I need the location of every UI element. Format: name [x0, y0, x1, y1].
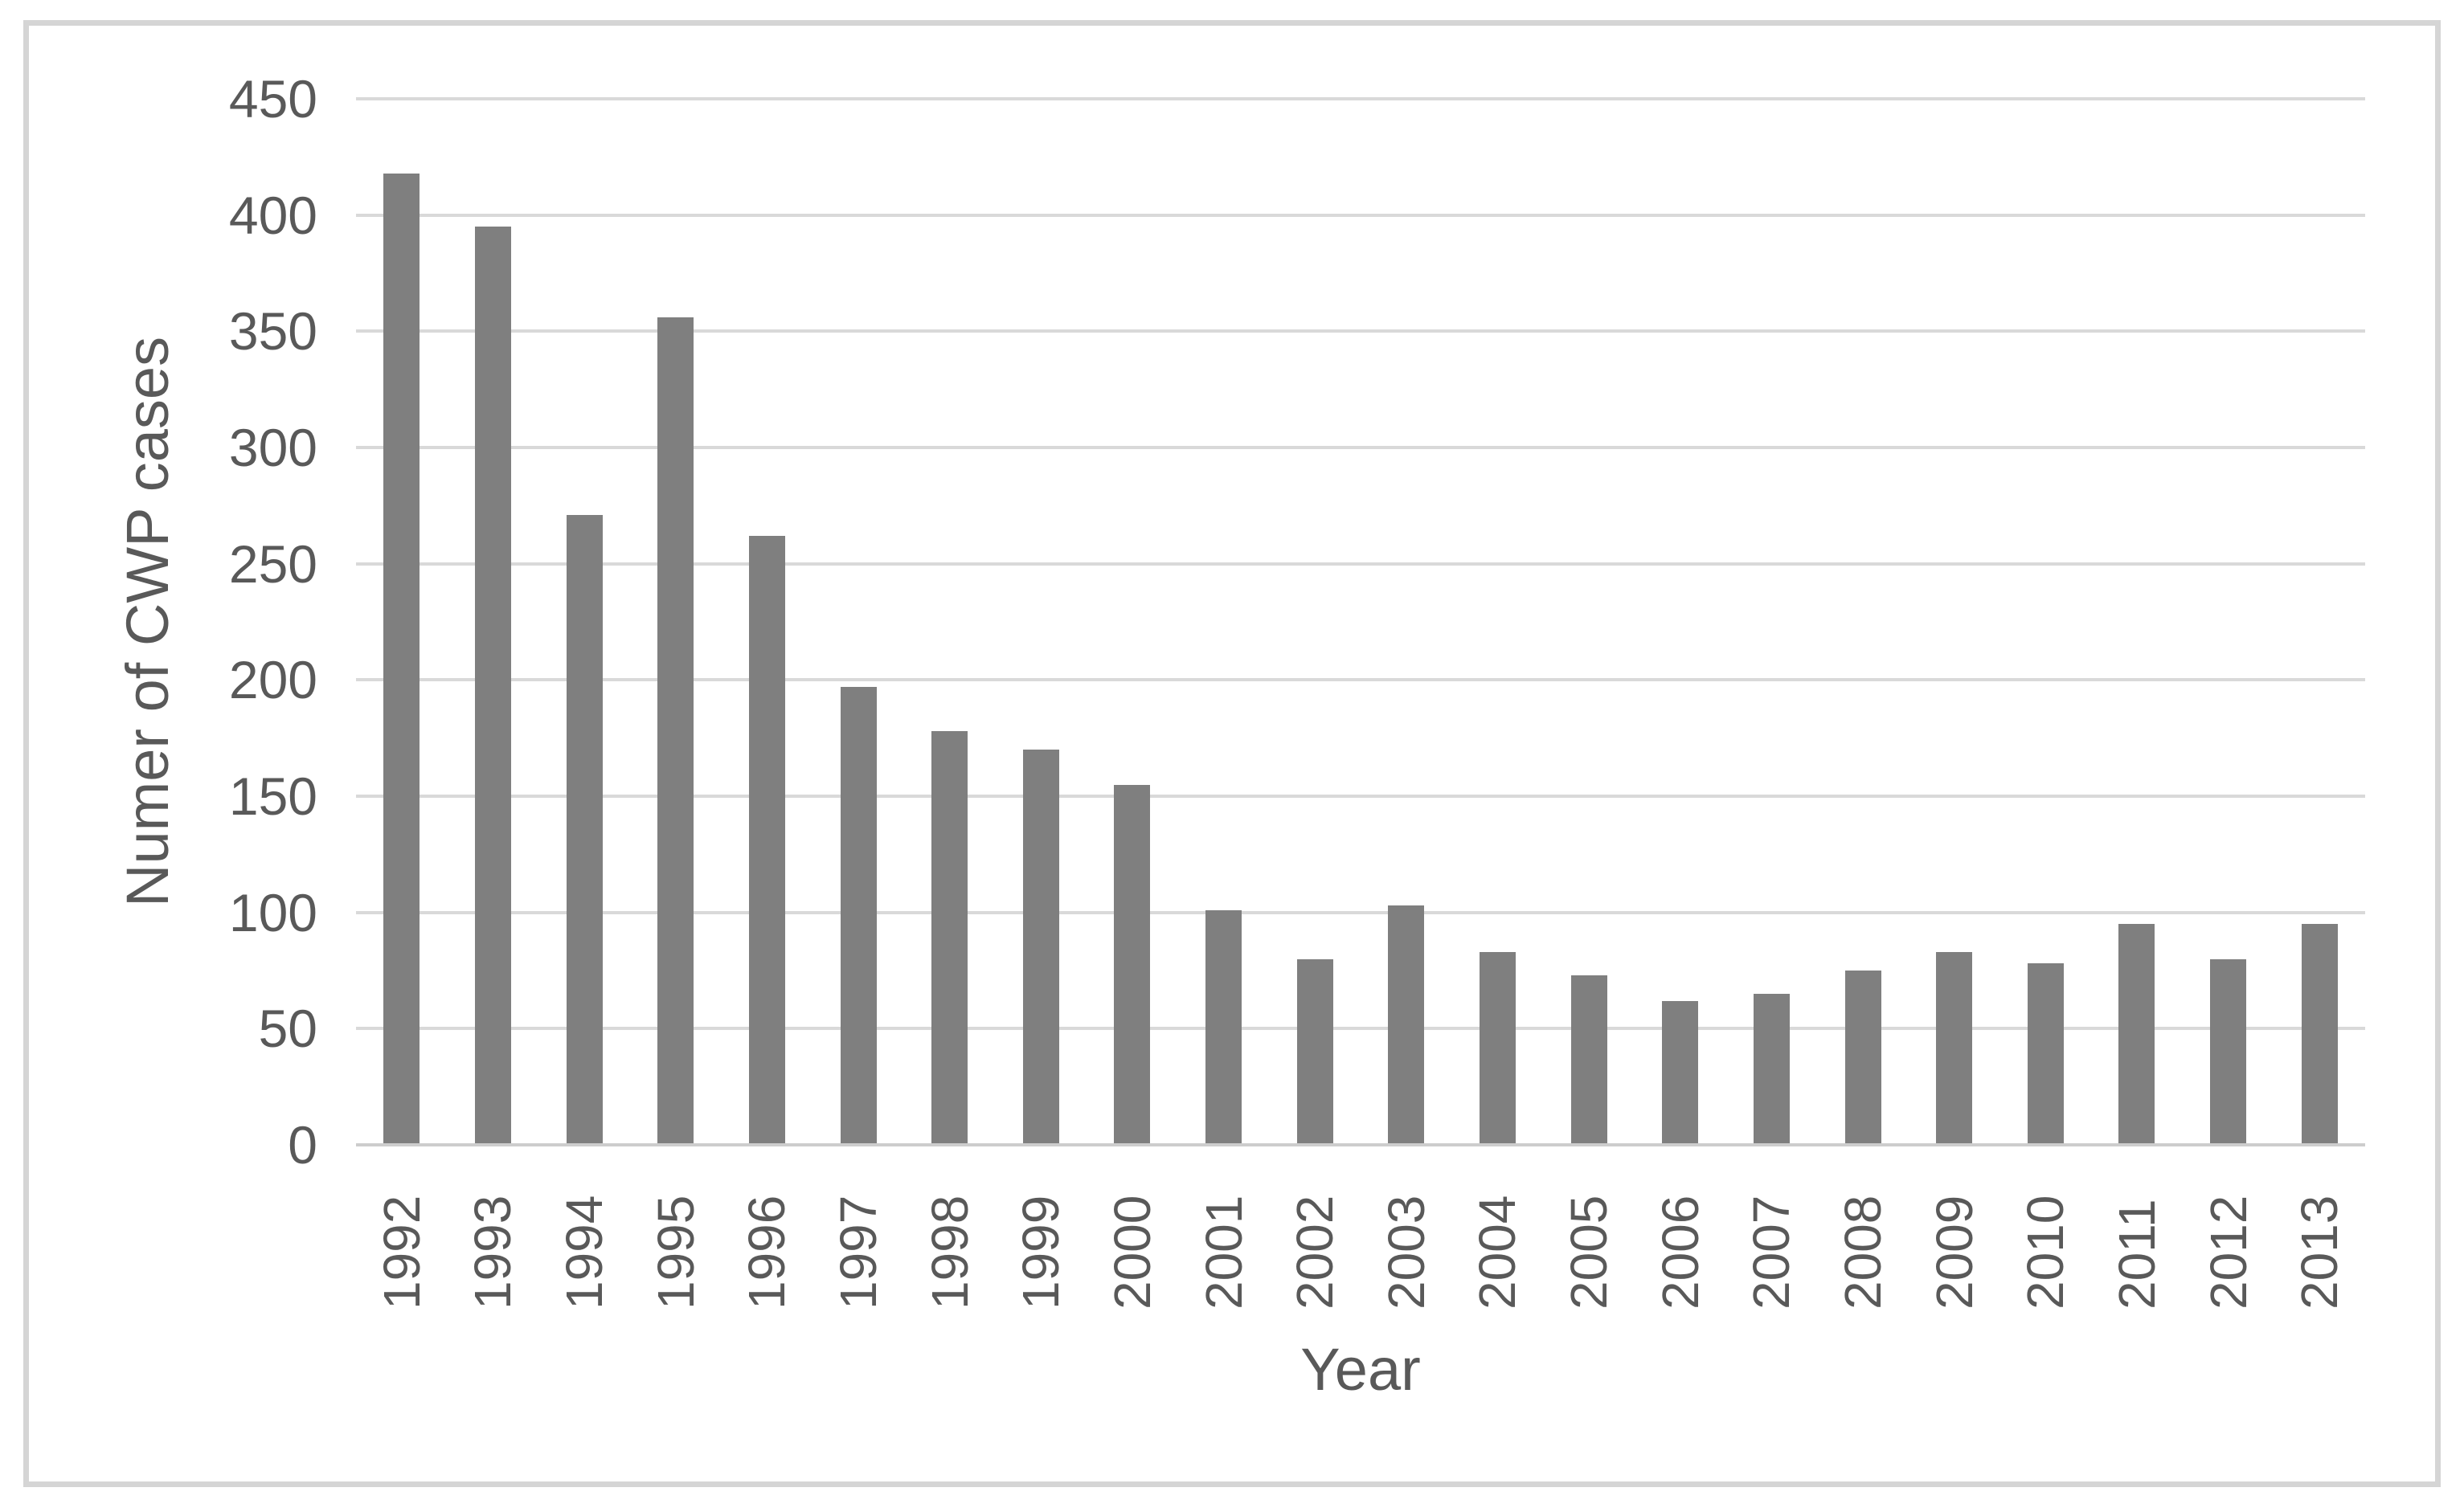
bar-1997: [841, 687, 877, 1145]
y-tick-label-200: 200: [228, 650, 317, 709]
x-axis-line: [356, 1143, 2365, 1146]
x-axis-title: Year: [1300, 1336, 1421, 1403]
bar-2013: [2302, 924, 2338, 1145]
x-tick-label-2006: 2006: [1652, 1195, 1709, 1310]
gridline-450: [356, 97, 2365, 100]
bar-2005: [1571, 975, 1607, 1145]
plot-area: [356, 97, 2365, 1145]
x-tick-label-2005: 2005: [1560, 1195, 1618, 1310]
y-tick-label-400: 400: [228, 186, 317, 245]
x-tick-label-1996: 1996: [738, 1195, 796, 1310]
bar-2011: [2118, 924, 2155, 1145]
x-tick-label-2010: 2010: [2016, 1195, 2074, 1310]
x-tick-label-2011: 2011: [2108, 1199, 2166, 1310]
x-tick-label-1994: 1994: [555, 1195, 613, 1310]
y-tick-label-50: 50: [258, 999, 317, 1058]
bar-2009: [1936, 952, 1972, 1145]
x-tick-label-2009: 2009: [1926, 1195, 1983, 1310]
bar-2008: [1845, 971, 1881, 1145]
gridline-50: [356, 1027, 2365, 1030]
gridline-300: [356, 446, 2365, 449]
y-tick-label-300: 300: [228, 418, 317, 477]
bar-2007: [1754, 994, 1790, 1145]
bar-1999: [1023, 750, 1059, 1145]
x-tick-label-2004: 2004: [1468, 1195, 1526, 1310]
x-tick-label-2013: 2013: [2290, 1195, 2348, 1310]
y-tick-label-100: 100: [228, 883, 317, 942]
y-tick-label-0: 0: [288, 1115, 317, 1175]
x-tick-label-1999: 1999: [1012, 1195, 1070, 1310]
y-axis-title: Numer of CWP cases: [114, 336, 181, 908]
gridline-150: [356, 795, 2365, 798]
chart-outer-border: [23, 20, 2441, 1487]
x-tick-label-1995: 1995: [647, 1195, 705, 1310]
bar-1996: [749, 536, 785, 1145]
gridline-100: [356, 911, 2365, 914]
x-tick-label-2007: 2007: [1742, 1195, 1800, 1310]
gridline-400: [356, 214, 2365, 217]
gridline-350: [356, 329, 2365, 333]
bar-1998: [931, 731, 968, 1145]
bar-1994: [567, 515, 603, 1145]
x-tick-label-2008: 2008: [1834, 1195, 1892, 1310]
x-tick-label-2002: 2002: [1286, 1195, 1344, 1310]
gridline-200: [356, 678, 2365, 681]
x-tick-label-2001: 2001: [1195, 1195, 1253, 1310]
gridline-250: [356, 562, 2365, 566]
x-tick-label-1993: 1993: [464, 1195, 522, 1310]
bar-2004: [1480, 952, 1516, 1145]
bar-1993: [475, 227, 511, 1145]
bar-1995: [657, 317, 694, 1145]
x-tick-label-1997: 1997: [829, 1195, 887, 1310]
x-tick-label-2003: 2003: [1377, 1195, 1435, 1310]
y-tick-label-450: 450: [228, 69, 317, 129]
bar-2012: [2210, 959, 2246, 1145]
x-tick-label-2012: 2012: [2200, 1195, 2257, 1310]
bar-1992: [383, 174, 420, 1145]
bar-2001: [1205, 910, 1242, 1145]
y-tick-label-250: 250: [228, 534, 317, 594]
x-tick-label-2000: 2000: [1103, 1195, 1161, 1310]
x-tick-label-1992: 1992: [373, 1195, 431, 1310]
x-tick-label-1998: 1998: [921, 1195, 979, 1310]
bar-2010: [2028, 963, 2064, 1145]
bar-2006: [1662, 1001, 1698, 1145]
bar-2000: [1114, 785, 1150, 1145]
bar-2003: [1388, 905, 1424, 1145]
y-tick-label-350: 350: [228, 301, 317, 361]
bar-2002: [1297, 959, 1333, 1145]
y-tick-label-150: 150: [228, 766, 317, 826]
